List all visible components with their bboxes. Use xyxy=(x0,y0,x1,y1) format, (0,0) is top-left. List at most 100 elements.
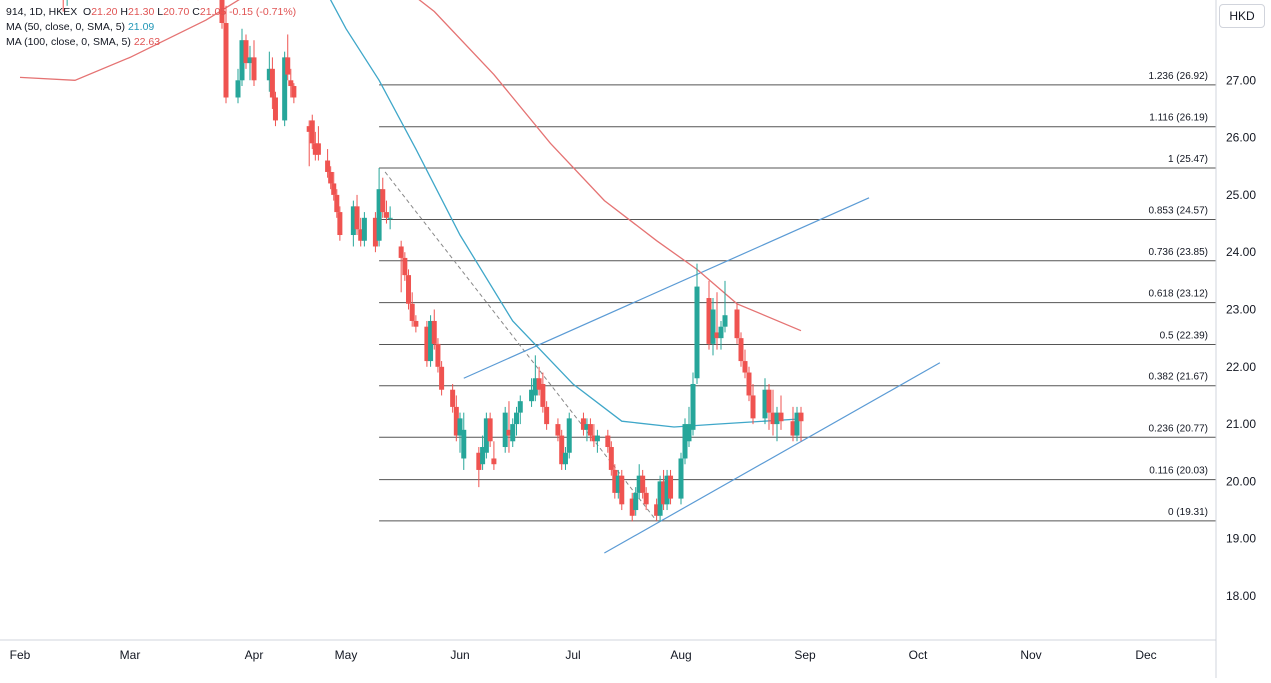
candle-body xyxy=(247,57,253,64)
candle-body xyxy=(372,217,378,247)
candle-body xyxy=(633,492,639,511)
candle-body xyxy=(657,481,663,516)
fib-level-label: 0.116 (20.03) xyxy=(1149,466,1208,477)
candle-body xyxy=(636,475,642,493)
candle-body xyxy=(532,378,538,396)
y-tick-label: 20.00 xyxy=(1226,474,1256,488)
candle-body xyxy=(431,320,437,344)
candle-body xyxy=(285,57,291,75)
candle-body xyxy=(668,475,674,499)
candle-body xyxy=(790,421,796,436)
close-label: C xyxy=(192,6,200,18)
y-tick-label: 19.00 xyxy=(1226,532,1256,546)
candle-body xyxy=(529,389,535,402)
candle-body xyxy=(235,80,241,98)
candle-body xyxy=(380,189,386,213)
candle-body xyxy=(424,326,430,362)
candle-body xyxy=(619,475,625,505)
candle-body xyxy=(770,412,776,425)
candle-body xyxy=(476,452,482,470)
low-label: L xyxy=(157,6,164,18)
fib-level-label: 0.236 (20.77) xyxy=(1149,423,1209,434)
candle-body xyxy=(794,412,800,436)
ma100-label: MA (100, close, 0, SMA, 5) xyxy=(6,36,131,48)
x-tick-label: Oct xyxy=(909,648,928,662)
candle-body xyxy=(272,97,278,121)
y-tick-label: 26.00 xyxy=(1226,131,1256,145)
candle-body xyxy=(480,447,486,465)
candle-body xyxy=(762,389,768,419)
candle-body xyxy=(686,424,692,442)
candle-body xyxy=(450,389,456,407)
fib-level-label: 1.236 (26.92) xyxy=(1149,71,1209,82)
candle-body xyxy=(750,395,756,419)
candle-body xyxy=(559,435,565,465)
candle-body xyxy=(337,212,343,236)
candle-body xyxy=(640,475,646,493)
candle-body xyxy=(288,80,294,87)
candle-body xyxy=(514,412,519,425)
candle-body xyxy=(506,429,512,436)
candle-body xyxy=(483,418,489,453)
symbol-label[interactable]: 914, 1D, HKEX xyxy=(6,6,78,18)
candle-body xyxy=(413,320,419,327)
fib-level-label: 1 (25.47) xyxy=(1168,154,1208,165)
open-value: 21.20 xyxy=(91,6,118,18)
ma100-value: 22.63 xyxy=(133,36,161,48)
x-tick-label: Sep xyxy=(794,648,816,662)
ma100-row[interactable]: MA (100, close, 0, SMA, 5) 22.63 xyxy=(6,35,296,50)
ma50-label: MA (50, close, 0, SMA, 5) xyxy=(6,21,126,33)
chart-legend: 914, 1D, HKEX O21.20 H21.30 L20.70 C21.0… xyxy=(6,5,296,50)
candle-body xyxy=(435,343,441,367)
candle-body xyxy=(562,452,568,465)
candle-body xyxy=(718,326,724,339)
candle-body xyxy=(312,143,318,155)
candle-body xyxy=(722,315,728,327)
candle-body xyxy=(266,68,272,81)
x-tick-label: Jul xyxy=(565,648,580,662)
candle-body xyxy=(219,0,225,24)
candle-body xyxy=(291,86,297,98)
fib-anchor-line xyxy=(384,171,658,522)
candle-body xyxy=(306,126,312,132)
candle-body xyxy=(587,424,593,436)
candle-body xyxy=(778,412,784,422)
candle-body xyxy=(706,298,712,344)
candle-body xyxy=(591,435,597,442)
fib-level-label: 0.5 (22.39) xyxy=(1160,330,1208,341)
candle-body xyxy=(510,424,516,442)
ma50-row[interactable]: MA (50, close, 0, SMA, 5) 21.09 xyxy=(6,20,296,35)
y-tick-label: 23.00 xyxy=(1226,303,1256,317)
fib-level-label: 0.736 (23.85) xyxy=(1149,247,1209,258)
candle-body xyxy=(555,424,561,436)
candle-body xyxy=(251,57,257,81)
candle-body xyxy=(766,389,772,413)
open-label: O xyxy=(83,6,92,18)
high-value: 21.30 xyxy=(128,6,155,18)
candle-body xyxy=(502,412,508,448)
currency-button[interactable]: HKD xyxy=(1219,4,1265,28)
candle-body xyxy=(654,504,660,516)
candle-body xyxy=(325,160,331,172)
candle-body xyxy=(354,206,360,230)
candle-body xyxy=(428,320,434,362)
candle-body xyxy=(584,424,590,430)
candle-body xyxy=(387,217,393,219)
candle-body xyxy=(734,309,740,339)
x-tick-label: May xyxy=(335,648,358,662)
change-value: -0.15 (-0.71%) xyxy=(229,6,297,18)
x-tick-label: Nov xyxy=(1020,648,1041,662)
candle-body xyxy=(409,303,415,321)
y-tick-label: 25.00 xyxy=(1226,188,1256,202)
candle-body xyxy=(540,383,546,407)
candle-body xyxy=(331,183,337,195)
candle-body xyxy=(309,120,315,144)
candle-body xyxy=(376,189,382,241)
low-value: 20.70 xyxy=(163,6,190,18)
candle-body xyxy=(629,498,635,516)
y-tick-label: 27.00 xyxy=(1226,73,1256,87)
candle-body xyxy=(643,492,649,505)
